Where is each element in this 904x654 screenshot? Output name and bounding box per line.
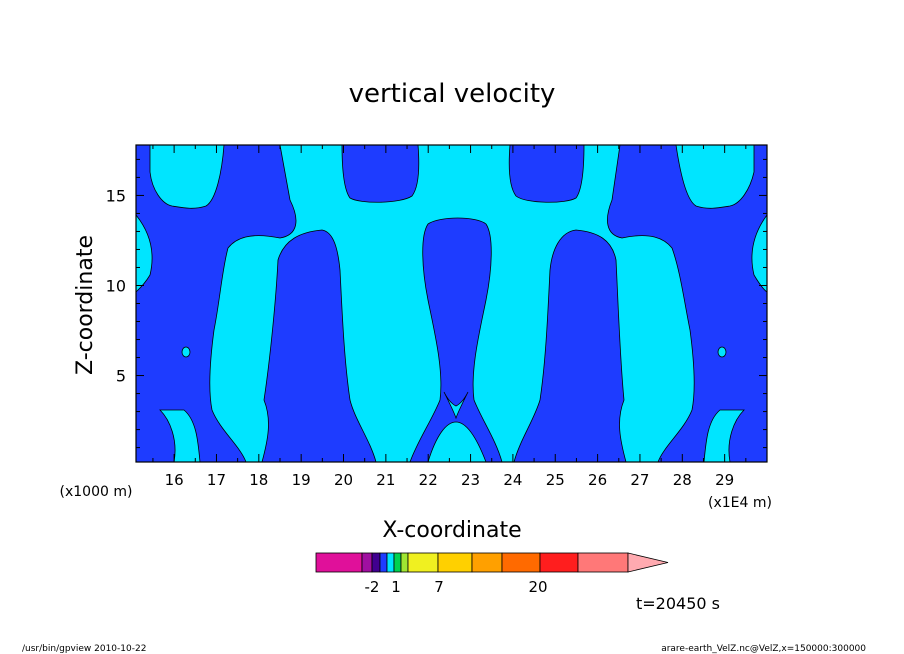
colorbar-segment — [471, 552, 503, 573]
neg-region-top-center-left — [341, 145, 420, 203]
x-axis-ticks: 16 17 18 19 20 21 22 23 24 25 26 27 28 29 — [152, 145, 747, 489]
colorbar-segment — [407, 552, 439, 573]
pos-island-dot-2 — [717, 346, 727, 358]
chart-title: vertical velocity — [349, 79, 556, 109]
y-axis-label: Z-coordinate — [73, 235, 98, 375]
neg-region-top-center-right — [508, 145, 585, 203]
footer-right: arare-earth_VelZ.nc@VelZ,x=150000:300000 — [661, 644, 866, 654]
x-tick-label: 27 — [630, 471, 649, 489]
pos-island-right-edge — [751, 214, 767, 293]
x-tick-label: 19 — [292, 471, 311, 489]
colorbar-segment — [386, 552, 395, 573]
colorbar-tick-labels: -2 1 7 20 — [365, 578, 548, 596]
colorbar-segment — [501, 552, 541, 573]
colorbar-segment — [371, 552, 381, 573]
pos-island-left-edge — [136, 214, 153, 293]
colorbar-segment — [379, 552, 388, 573]
footer-left: /usr/bin/gpview 2010-10-22 — [22, 644, 146, 654]
x-tick-label: 24 — [503, 471, 522, 489]
pos-island-lower-right — [703, 409, 745, 462]
neg-region-plume-2 — [513, 229, 627, 462]
positive-velocity-islands — [136, 214, 767, 462]
x-tick-label: 25 — [546, 471, 565, 489]
colorbar-segment — [437, 552, 473, 573]
colorbar-segment — [539, 552, 579, 573]
colorbar-segment — [577, 552, 629, 573]
x-axis-label: X-coordinate — [382, 518, 521, 543]
x-tick-label: 21 — [376, 471, 395, 489]
x-tick-label: 22 — [419, 471, 438, 489]
y-tick-label: 5 — [116, 367, 126, 386]
neg-region-top-left — [136, 145, 297, 462]
colorbar-tick-label: 1 — [391, 578, 401, 596]
x-tick-label: 28 — [673, 471, 692, 489]
x-tick-label: 17 — [207, 471, 226, 489]
x-tick-label: 26 — [588, 471, 607, 489]
x-tick-label: 16 — [165, 471, 184, 489]
neg-region-center — [409, 217, 503, 462]
neg-region-plume-1 — [261, 229, 377, 462]
y-axis-ticks: 5 10 15 — [106, 158, 767, 449]
colorbar-segment — [400, 552, 409, 573]
colorbar-segment — [361, 552, 373, 573]
colorbar-segment — [315, 552, 363, 573]
neg-region-top-right — [607, 145, 767, 462]
x-tick-label: 20 — [334, 471, 353, 489]
plot-area — [136, 145, 767, 462]
y-axis-units-label: (x1000 m) — [60, 484, 133, 500]
time-label: t=20450 s — [636, 594, 720, 613]
colorbar-tick-label: -2 — [365, 578, 380, 596]
y-tick-label: 10 — [106, 276, 126, 295]
x-tick-label: 18 — [249, 471, 268, 489]
pos-island-dot-1 — [181, 346, 191, 358]
x-tick-label: 29 — [715, 471, 734, 489]
colorbar-extend-arrow — [627, 552, 669, 573]
x-axis-units-label: (x1E4 m) — [708, 495, 772, 511]
pos-island-center-v — [443, 391, 469, 420]
negative-velocity-regions — [136, 145, 767, 462]
colorbar-tick-label: 7 — [434, 578, 444, 596]
y-tick-label: 15 — [106, 186, 126, 205]
pos-island-lower-left — [159, 409, 201, 462]
colorbar — [315, 552, 669, 573]
colorbar-segment — [393, 552, 402, 573]
colorbar-tick-label: 20 — [528, 578, 547, 596]
x-tick-label: 23 — [461, 471, 480, 489]
